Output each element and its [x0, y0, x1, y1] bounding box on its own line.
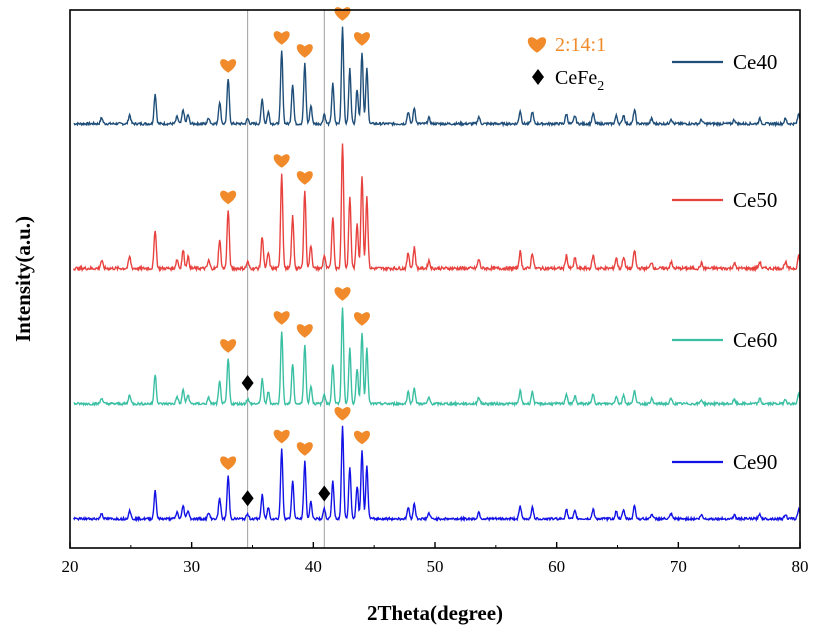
heart-marker-ce90 [220, 456, 237, 470]
legend-label-ce60: Ce60 [733, 328, 777, 352]
diamond-marker-ce90 [241, 490, 254, 507]
x-tick-label-80: 80 [792, 557, 809, 576]
heart-marker-ce90 [273, 429, 290, 444]
heart-marker-ce60 [334, 287, 351, 301]
reference-lines [247, 10, 325, 548]
legend-phase-2-14-1: 2:14:1 [555, 34, 606, 56]
legend-label-ce40: Ce40 [733, 50, 777, 74]
series-line-ce50 [73, 143, 801, 273]
heart-marker-ce40 [353, 32, 371, 46]
plot-frame [69, 9, 801, 549]
heart-marker-ce40 [273, 31, 290, 45]
x-tick-label-40: 40 [305, 557, 322, 576]
x-axis-title: 2Theta(degree) [367, 601, 503, 625]
x-tick-label-50: 50 [427, 557, 444, 576]
heart-marker-ce60 [296, 324, 313, 338]
diamond-marker-ce60 [241, 375, 254, 391]
y-axis-title: Intensity(a.u.) [11, 216, 35, 342]
x-tick-label-60: 60 [548, 557, 565, 576]
legend: Ce40 Ce50 Ce60 Ce90 [672, 50, 777, 474]
series-line-ce60 [73, 307, 801, 408]
legend-phase-cefe2: CeFe2 [555, 67, 604, 94]
legend-label-ce50: Ce50 [733, 188, 777, 212]
heart-marker-ce50 [296, 171, 313, 185]
series-line-ce90 [73, 425, 801, 523]
heart-marker-ce50 [273, 154, 290, 168]
heart-marker-ce40 [334, 7, 351, 21]
legend-label-ce90: Ce90 [733, 450, 777, 474]
heart-marker-ce90 [353, 430, 371, 445]
phase-markers [220, 7, 547, 507]
series-layer [73, 26, 801, 523]
x-axis-ticks: 20 30 40 50 60 70 80 [62, 542, 809, 576]
heart-marker-ce90 [334, 406, 351, 421]
heart-marker-ce40 [296, 44, 313, 58]
heart-marker-ce90 [296, 442, 313, 456]
x-tick-label-20: 20 [62, 557, 79, 576]
heart-marker-ce40 [220, 59, 237, 73]
heart-marker-ce60 [353, 312, 371, 326]
phase-legend: 2:14:1 CeFe2 [555, 34, 606, 94]
series-line-ce40 [73, 26, 801, 128]
heart-marker-ce60 [273, 311, 290, 325]
legend-diamond-icon [532, 69, 544, 85]
x-tick-label-70: 70 [670, 557, 687, 576]
legend-heart-icon [527, 37, 547, 53]
x-tick-label-30: 30 [183, 557, 200, 576]
heart-marker-ce50 [220, 190, 237, 205]
diamond-marker-ce90 [318, 485, 331, 502]
heart-marker-ce60 [220, 339, 237, 353]
